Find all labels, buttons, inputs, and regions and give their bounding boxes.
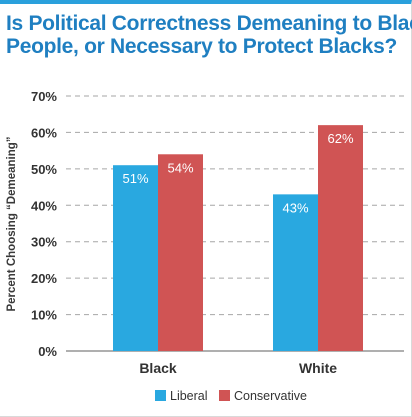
bar-value-label: 51% (122, 171, 148, 186)
y-tick-label: 70% (31, 89, 57, 104)
chart-title-line-1: Is Political Correctness Demeaning to Bl… (6, 12, 412, 35)
bar (273, 194, 318, 351)
bar-value-label: 43% (282, 200, 308, 215)
bars: 51% 54% 43% 62% (113, 125, 363, 352)
chart-title: Is Political Correctness Demeaning to Bl… (6, 12, 412, 58)
y-axis-label: Percent Choosing “Demeaning” (6, 136, 18, 311)
y-tick-label: 50% (31, 162, 57, 177)
y-tick-label: 20% (31, 271, 57, 286)
bar (158, 154, 203, 351)
x-axis-categories: Black White (139, 360, 337, 376)
y-axis-ticks: 0% 10% 20% 30% 40% 50% 60% 70% (31, 89, 57, 359)
legend: Liberal Conservative (155, 389, 307, 403)
legend-entry: Conservative (234, 389, 307, 403)
legend-swatch (219, 390, 230, 401)
bar-value-label: 62% (327, 131, 353, 146)
y-tick-label: 30% (31, 235, 57, 250)
x-category-label: Black (139, 360, 177, 376)
legend-entry: Liberal (170, 389, 208, 403)
chart-title-line-2: People, or Necessary to Protect Blacks? (6, 35, 397, 58)
bar-value-label: 54% (167, 160, 193, 175)
y-tick-label: 10% (31, 308, 57, 323)
bar (113, 165, 158, 351)
legend-swatch (155, 390, 166, 401)
bar (318, 125, 363, 352)
y-tick-label: 0% (38, 344, 57, 359)
y-tick-label: 40% (31, 198, 57, 213)
y-tick-label: 60% (31, 125, 57, 140)
x-category-label: White (299, 360, 337, 376)
